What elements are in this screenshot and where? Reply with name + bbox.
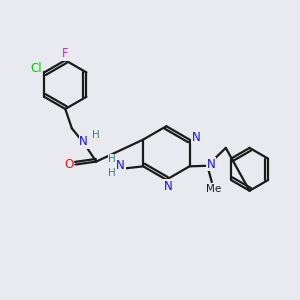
Text: N: N (206, 158, 215, 171)
Text: N: N (192, 131, 200, 144)
Text: N: N (79, 136, 88, 148)
Text: F: F (62, 47, 69, 60)
Text: H: H (108, 154, 116, 164)
Text: N: N (164, 180, 172, 193)
Text: N: N (116, 159, 125, 172)
Text: Cl: Cl (30, 62, 42, 75)
Text: O: O (64, 158, 74, 171)
Text: H: H (108, 168, 116, 178)
Text: H: H (92, 130, 100, 140)
Text: Me: Me (206, 184, 221, 194)
